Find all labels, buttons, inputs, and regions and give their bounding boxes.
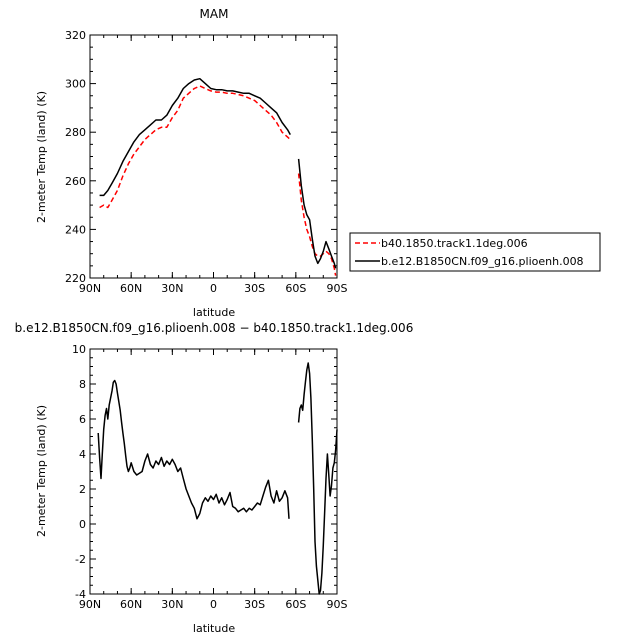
y-tick-label: 0 — [79, 518, 86, 531]
x-tick-label: 90N — [79, 282, 101, 295]
bottom-x-axis-label: latitude — [193, 622, 235, 635]
top-chart-title: MAM — [200, 7, 229, 21]
legend-box — [349, 232, 601, 272]
top-plot-area: 90N 60N 30N 0 30S 60S 90S 220 240 260 280 300 320 — [65, 29, 348, 295]
x-tick-label: 30S — [244, 282, 265, 295]
top-x-axis-label: latitude — [193, 306, 235, 319]
top-chart-panel: MAM 90N 60N 30N 0 30S 60S 90S 220 240 260 280 300 32… — [35, 7, 348, 319]
top-y-axis-label: 2-meter Temp (land) (K) — [35, 91, 48, 223]
series-line-2-1 — [97, 379, 290, 520]
x-tick-label: 60S — [285, 282, 306, 295]
x-tick-label: 90S — [327, 598, 348, 611]
y-tick-label: 10 — [72, 343, 86, 356]
x-tick-label: 30S — [244, 598, 265, 611]
x-tick-label: 90S — [327, 282, 348, 295]
series-line-1-1 — [99, 85, 291, 209]
y-tick-label: 240 — [65, 223, 86, 236]
bottom-plot-area: 90N 60N 30N 0 30S 60S 90S -4 -2 0 2 4 6 8 10 — [72, 343, 348, 611]
legend-entry-series-1: b40.1850.track1.1deg.006 — [381, 237, 528, 250]
x-tick-label: 60S — [285, 598, 306, 611]
y-tick-label: -2 — [75, 553, 86, 566]
plot-frame — [89, 348, 338, 595]
x-tick-label: 60N — [120, 282, 142, 295]
bottom-chart-title: b.e12.B1850CN.f09_g16.plioenh.008 − b40.… — [15, 321, 414, 335]
y-tick-label: 260 — [65, 175, 86, 188]
series-line-2-2 — [297, 362, 338, 595]
x-tick-label: 60N — [120, 598, 142, 611]
y-tick-label: -4 — [75, 588, 86, 601]
bottom-chart-panel: b.e12.B1850CN.f09_g16.plioenh.008 − b40.… — [15, 321, 414, 635]
y-tick-label: 320 — [65, 29, 86, 42]
x-tick-label: 0 — [210, 598, 217, 611]
plot-frame — [89, 34, 338, 279]
legend-entry-series-2: b.e12.B1850CN.f09_g16.plioenh.008 — [381, 255, 584, 268]
y-tick-label: 6 — [79, 413, 86, 426]
series-line-1-4 — [297, 158, 337, 269]
y-tick-label: 220 — [65, 272, 86, 285]
series-line-1-2 — [99, 77, 291, 197]
x-tick-label: 30N — [161, 598, 183, 611]
series-line-1-3 — [297, 173, 337, 276]
y-tick-label: 4 — [79, 448, 86, 461]
x-tick-label: 90N — [79, 598, 101, 611]
y-tick-label: 2 — [79, 483, 86, 496]
x-tick-label: 0 — [210, 282, 217, 295]
y-tick-label: 300 — [65, 78, 86, 91]
bottom-y-axis-label: 2-meter Temp (land) (K) — [35, 405, 48, 537]
y-tick-label: 8 — [79, 378, 86, 391]
legend: b40.1850.track1.1deg.006 b.e12.B1850CN.f… — [349, 232, 601, 272]
x-tick-label: 30N — [161, 282, 183, 295]
y-tick-label: 280 — [65, 126, 86, 139]
